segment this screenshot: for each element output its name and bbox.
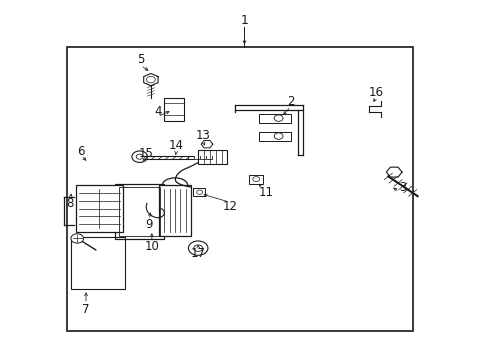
Text: 15: 15 (139, 147, 154, 159)
Text: 17: 17 (190, 247, 205, 260)
Text: 7: 7 (82, 303, 90, 316)
Text: 2: 2 (286, 95, 294, 108)
Circle shape (71, 234, 83, 243)
Bar (66, 47, 412, 330)
Text: 8: 8 (66, 197, 74, 210)
Text: 6: 6 (77, 145, 85, 158)
Bar (249, 175, 263, 184)
Text: 4: 4 (154, 105, 161, 118)
Bar (119, 187, 160, 235)
Bar (193, 188, 205, 196)
Text: 13: 13 (195, 129, 210, 142)
Bar (159, 185, 190, 235)
Bar (259, 114, 290, 123)
Bar (115, 184, 163, 239)
Text: 14: 14 (168, 139, 183, 152)
Text: 1: 1 (240, 14, 248, 27)
Bar (76, 185, 122, 232)
Bar (71, 237, 125, 289)
Bar (198, 149, 227, 164)
Text: 3: 3 (399, 181, 406, 194)
Bar (259, 132, 290, 140)
Text: 10: 10 (144, 240, 159, 253)
Circle shape (188, 241, 207, 255)
Text: 5: 5 (137, 53, 144, 66)
Text: 11: 11 (259, 186, 273, 199)
Text: 12: 12 (222, 201, 237, 213)
Circle shape (132, 151, 147, 162)
Text: 9: 9 (145, 218, 153, 231)
Bar (163, 98, 183, 121)
Text: 16: 16 (368, 86, 383, 99)
